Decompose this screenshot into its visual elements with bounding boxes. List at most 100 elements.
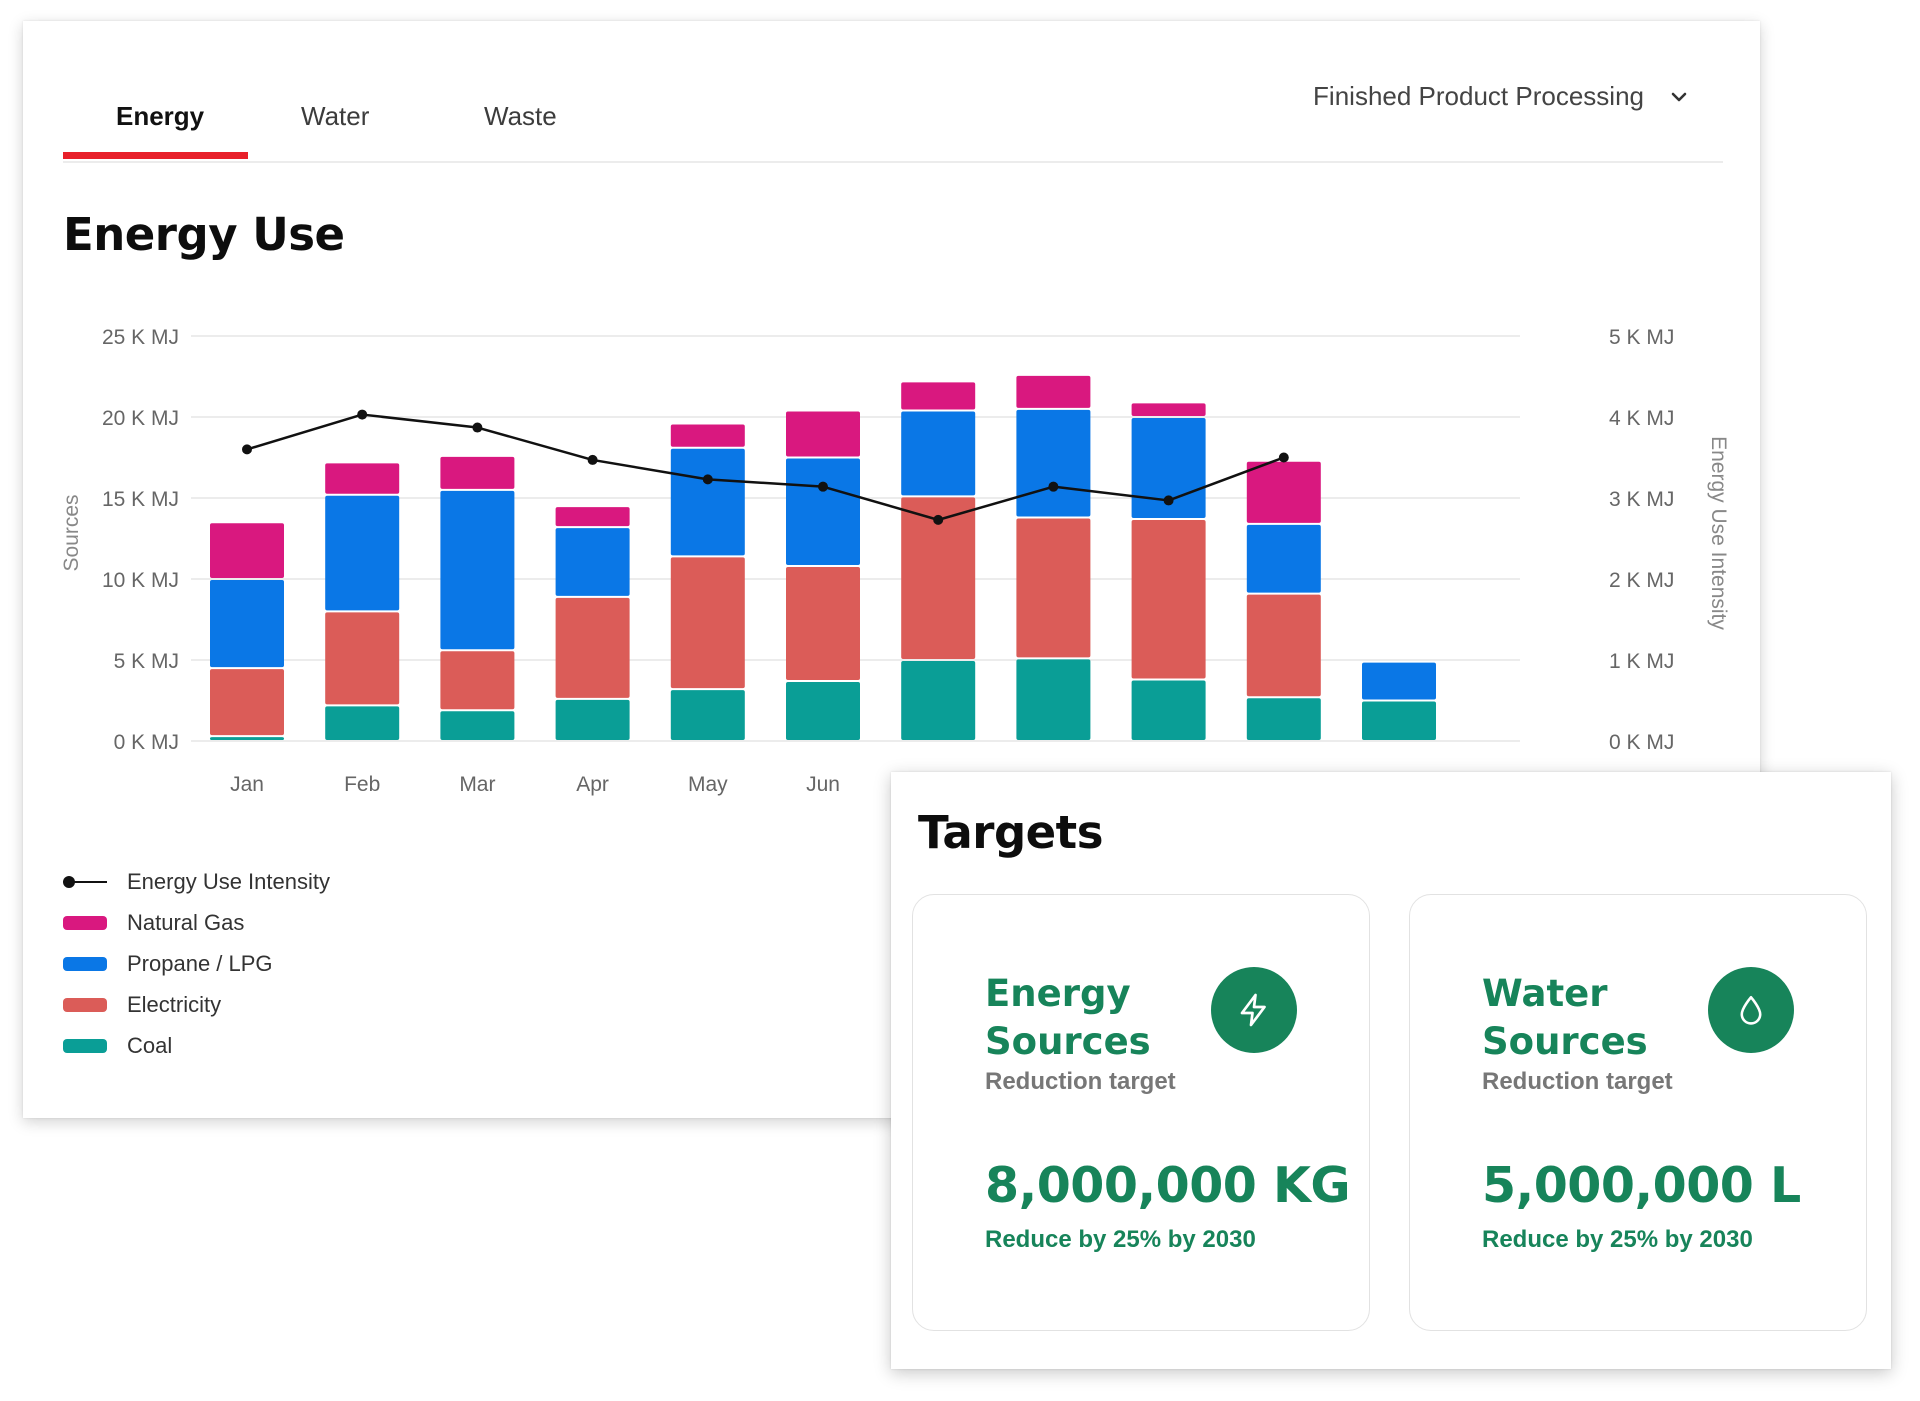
- bar-segment-coal: [786, 682, 860, 740]
- bar-segment-natural-gas: [210, 523, 284, 578]
- bar-segment-coal: [325, 706, 400, 740]
- energy-use-intensity-point: [1163, 495, 1174, 506]
- bar-segment-propane-lpg: [440, 490, 515, 650]
- bar-segment-electricity: [901, 497, 976, 659]
- bar-segment-electricity: [210, 669, 284, 736]
- legend-item-coal: Coal: [63, 1025, 330, 1066]
- lightning-icon: [1211, 967, 1297, 1053]
- tab-bar: Energy Water Waste: [63, 61, 1723, 163]
- bar-segment-coal: [440, 711, 515, 740]
- bar-segment-propane-lpg: [670, 448, 745, 556]
- y2-tick-label: 2 K MJ: [1609, 569, 1674, 592]
- bar-segment-natural-gas: [1131, 403, 1206, 416]
- water-target-card[interactable]: Water Sources Reduction target 5,000,000…: [1409, 894, 1867, 1331]
- bar-segment-coal: [1131, 680, 1206, 740]
- bar-segment-natural-gas: [440, 456, 515, 489]
- energy-use-intensity-point: [472, 422, 483, 433]
- y2-tick-label: 4 K MJ: [1609, 407, 1674, 430]
- target-note: Reduce by 25% by 2030: [1482, 1226, 1753, 1253]
- bar-segment-coal: [1246, 698, 1321, 740]
- y-tick-label: 25 K MJ: [102, 326, 179, 349]
- legend-item-natural-gas: Natural Gas: [63, 902, 330, 943]
- bar-segment-electricity: [670, 557, 745, 689]
- tab-waste[interactable]: Waste: [484, 101, 557, 131]
- bar-segment-propane-lpg: [901, 411, 976, 496]
- energy-use-intensity-point: [933, 514, 944, 525]
- energy-use-intensity-point: [1278, 452, 1289, 463]
- bar-segment-propane-lpg: [1016, 409, 1091, 517]
- legend-label: Natural Gas: [127, 909, 245, 935]
- y-tick-label: 5 K MJ: [114, 650, 179, 673]
- active-tab-indicator: [63, 152, 248, 159]
- y2-tick-label: 1 K MJ: [1609, 650, 1674, 673]
- bar-segment-electricity: [555, 597, 630, 698]
- legend-item-electricity: Electricity: [63, 984, 330, 1025]
- bar-segment-propane-lpg: [1362, 662, 1436, 700]
- energy-use-chart: 25 K MJ 5 K MJ 20 K MJ 4 K MJ 15 K MJ 3 K MJ 1…: [60, 326, 1730, 796]
- bar-segment-natural-gas: [1016, 375, 1091, 408]
- bar-segment-natural-gas: [555, 507, 630, 527]
- process-filter-label: Finished Product Processing: [1313, 81, 1644, 111]
- bar-segment-coal: [670, 690, 745, 740]
- bar-segment-electricity: [440, 651, 515, 710]
- target-note: Reduce by 25% by 2030: [985, 1226, 1256, 1253]
- bar-segment-coal: [1362, 701, 1436, 740]
- legend-item-energy-use-intensity: Energy Use Intensity: [63, 861, 330, 902]
- legend-label: Electricity: [127, 991, 222, 1017]
- bar-segment-natural-gas: [325, 463, 400, 494]
- y2-tick-label: 0 K MJ: [1609, 731, 1674, 754]
- bar-segment-electricity: [1016, 518, 1091, 658]
- bar-segment-natural-gas: [786, 411, 860, 457]
- x-tick-label: Mar: [459, 773, 495, 796]
- legend-label: Energy Use Intensity: [127, 868, 330, 894]
- legend-item-propane-lpg: Propane / LPG: [63, 943, 330, 984]
- bar-segment-propane-lpg: [1246, 524, 1321, 593]
- legend-label: Propane / LPG: [127, 950, 273, 976]
- x-tick-label: Jan: [230, 773, 264, 796]
- bar-segment-propane-lpg: [555, 528, 630, 596]
- tab-water[interactable]: Water: [301, 101, 370, 131]
- energy-use-intensity-point: [818, 481, 828, 492]
- target-subtitle: Reduction target: [985, 1068, 1176, 1095]
- section-title: Energy Use: [63, 208, 345, 261]
- target-title: Energy Sources: [985, 972, 1151, 1063]
- energy-use-intensity-point: [242, 444, 252, 455]
- y-axis-title: Sources: [60, 494, 83, 571]
- y2-tick-label: 3 K MJ: [1609, 488, 1674, 511]
- legend-label: Coal: [127, 1032, 173, 1058]
- bar-segment-propane-lpg: [325, 495, 400, 611]
- x-tick-label: Apr: [576, 773, 609, 796]
- x-tick-label: Jun: [806, 773, 840, 796]
- bar-segment-natural-gas: [1246, 461, 1321, 523]
- bar-segment-natural-gas: [670, 424, 745, 447]
- bar-segment-coal: [901, 661, 976, 740]
- chart-legend: Energy Use Intensity Natural Gas Propane…: [63, 861, 330, 1066]
- process-filter-dropdown[interactable]: Finished Product Processing: [1313, 81, 1688, 112]
- y2-tick-label: 5 K MJ: [1609, 326, 1674, 349]
- target-value: 5,000,000 L: [1482, 1157, 1801, 1214]
- target-subtitle: Reduction target: [1482, 1068, 1673, 1095]
- legend-swatch: [63, 997, 107, 1012]
- tab-energy[interactable]: Energy: [116, 101, 205, 131]
- y2-axis-title: Energy Use Intensity: [1707, 436, 1730, 630]
- legend-swatch: [63, 915, 107, 930]
- bar-segment-electricity: [1246, 594, 1321, 697]
- chevron-down-icon: [1671, 92, 1687, 101]
- bar-segment-propane-lpg: [210, 580, 284, 668]
- energy-target-card[interactable]: Energy Sources Reduction target 8,000,00…: [912, 894, 1370, 1331]
- target-title: Water Sources: [1482, 972, 1648, 1063]
- bar-segment-coal: [1016, 659, 1091, 740]
- bar-segment-coal: [555, 699, 630, 740]
- bar-segment-propane-lpg: [786, 458, 860, 566]
- bar-segment-natural-gas: [901, 382, 976, 410]
- energy-use-intensity-point: [702, 474, 713, 485]
- y-tick-label: 10 K MJ: [102, 569, 179, 592]
- bar-segment-coal: [210, 737, 284, 740]
- x-tick-label: Feb: [344, 773, 380, 796]
- y-tick-label: 20 K MJ: [102, 407, 179, 430]
- legend-swatch: [63, 1038, 107, 1053]
- energy-use-intensity-point: [357, 409, 368, 420]
- targets-card: Targets Energy Sources Reduction target …: [891, 772, 1891, 1369]
- y-tick-label: 15 K MJ: [102, 488, 179, 511]
- energy-use-intensity-point: [1048, 481, 1059, 492]
